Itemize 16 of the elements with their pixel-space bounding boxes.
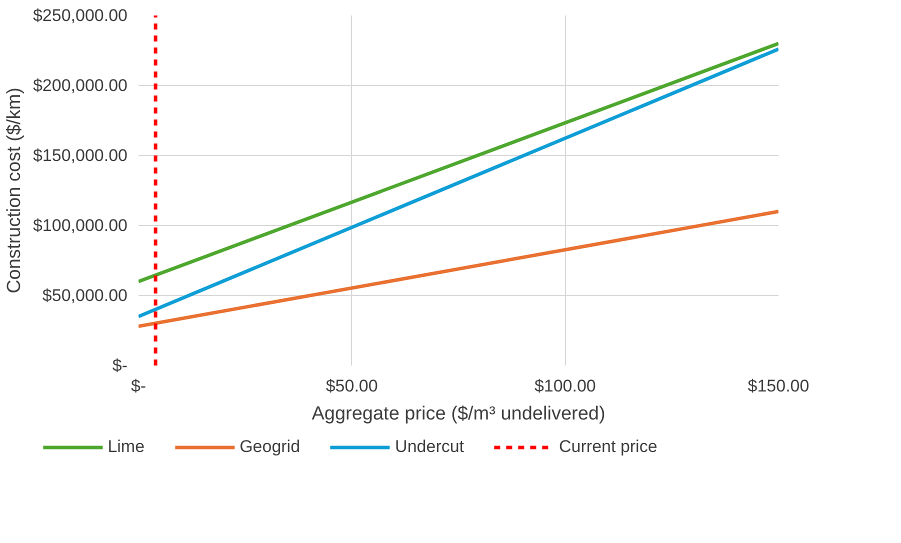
x-tick-label: $150.00 xyxy=(748,376,810,396)
y-tick-label: $- xyxy=(112,356,128,375)
legend-label: Lime xyxy=(108,437,145,457)
y-axis-title: Construction cost ($/km) xyxy=(4,88,25,294)
x-tick-label: $- xyxy=(130,376,146,396)
y-tick-label: $50,000.00 xyxy=(42,286,128,305)
x-tick-label: $50.00 xyxy=(326,376,378,396)
y-tick-label: $150,000.00 xyxy=(32,146,128,165)
y-tick-label: $200,000.00 xyxy=(32,76,128,95)
x-axis-title: Aggregate price ($/m³ undelivered) xyxy=(312,404,606,424)
x-tick-label: $100.00 xyxy=(534,376,596,396)
y-tick-label: $250,000.00 xyxy=(32,6,128,25)
legend-label: Undercut xyxy=(395,437,464,457)
legend-label: Geogrid xyxy=(240,437,300,457)
y-tick-label: $100,000.00 xyxy=(32,216,128,235)
legend-label: Current price xyxy=(559,437,658,457)
